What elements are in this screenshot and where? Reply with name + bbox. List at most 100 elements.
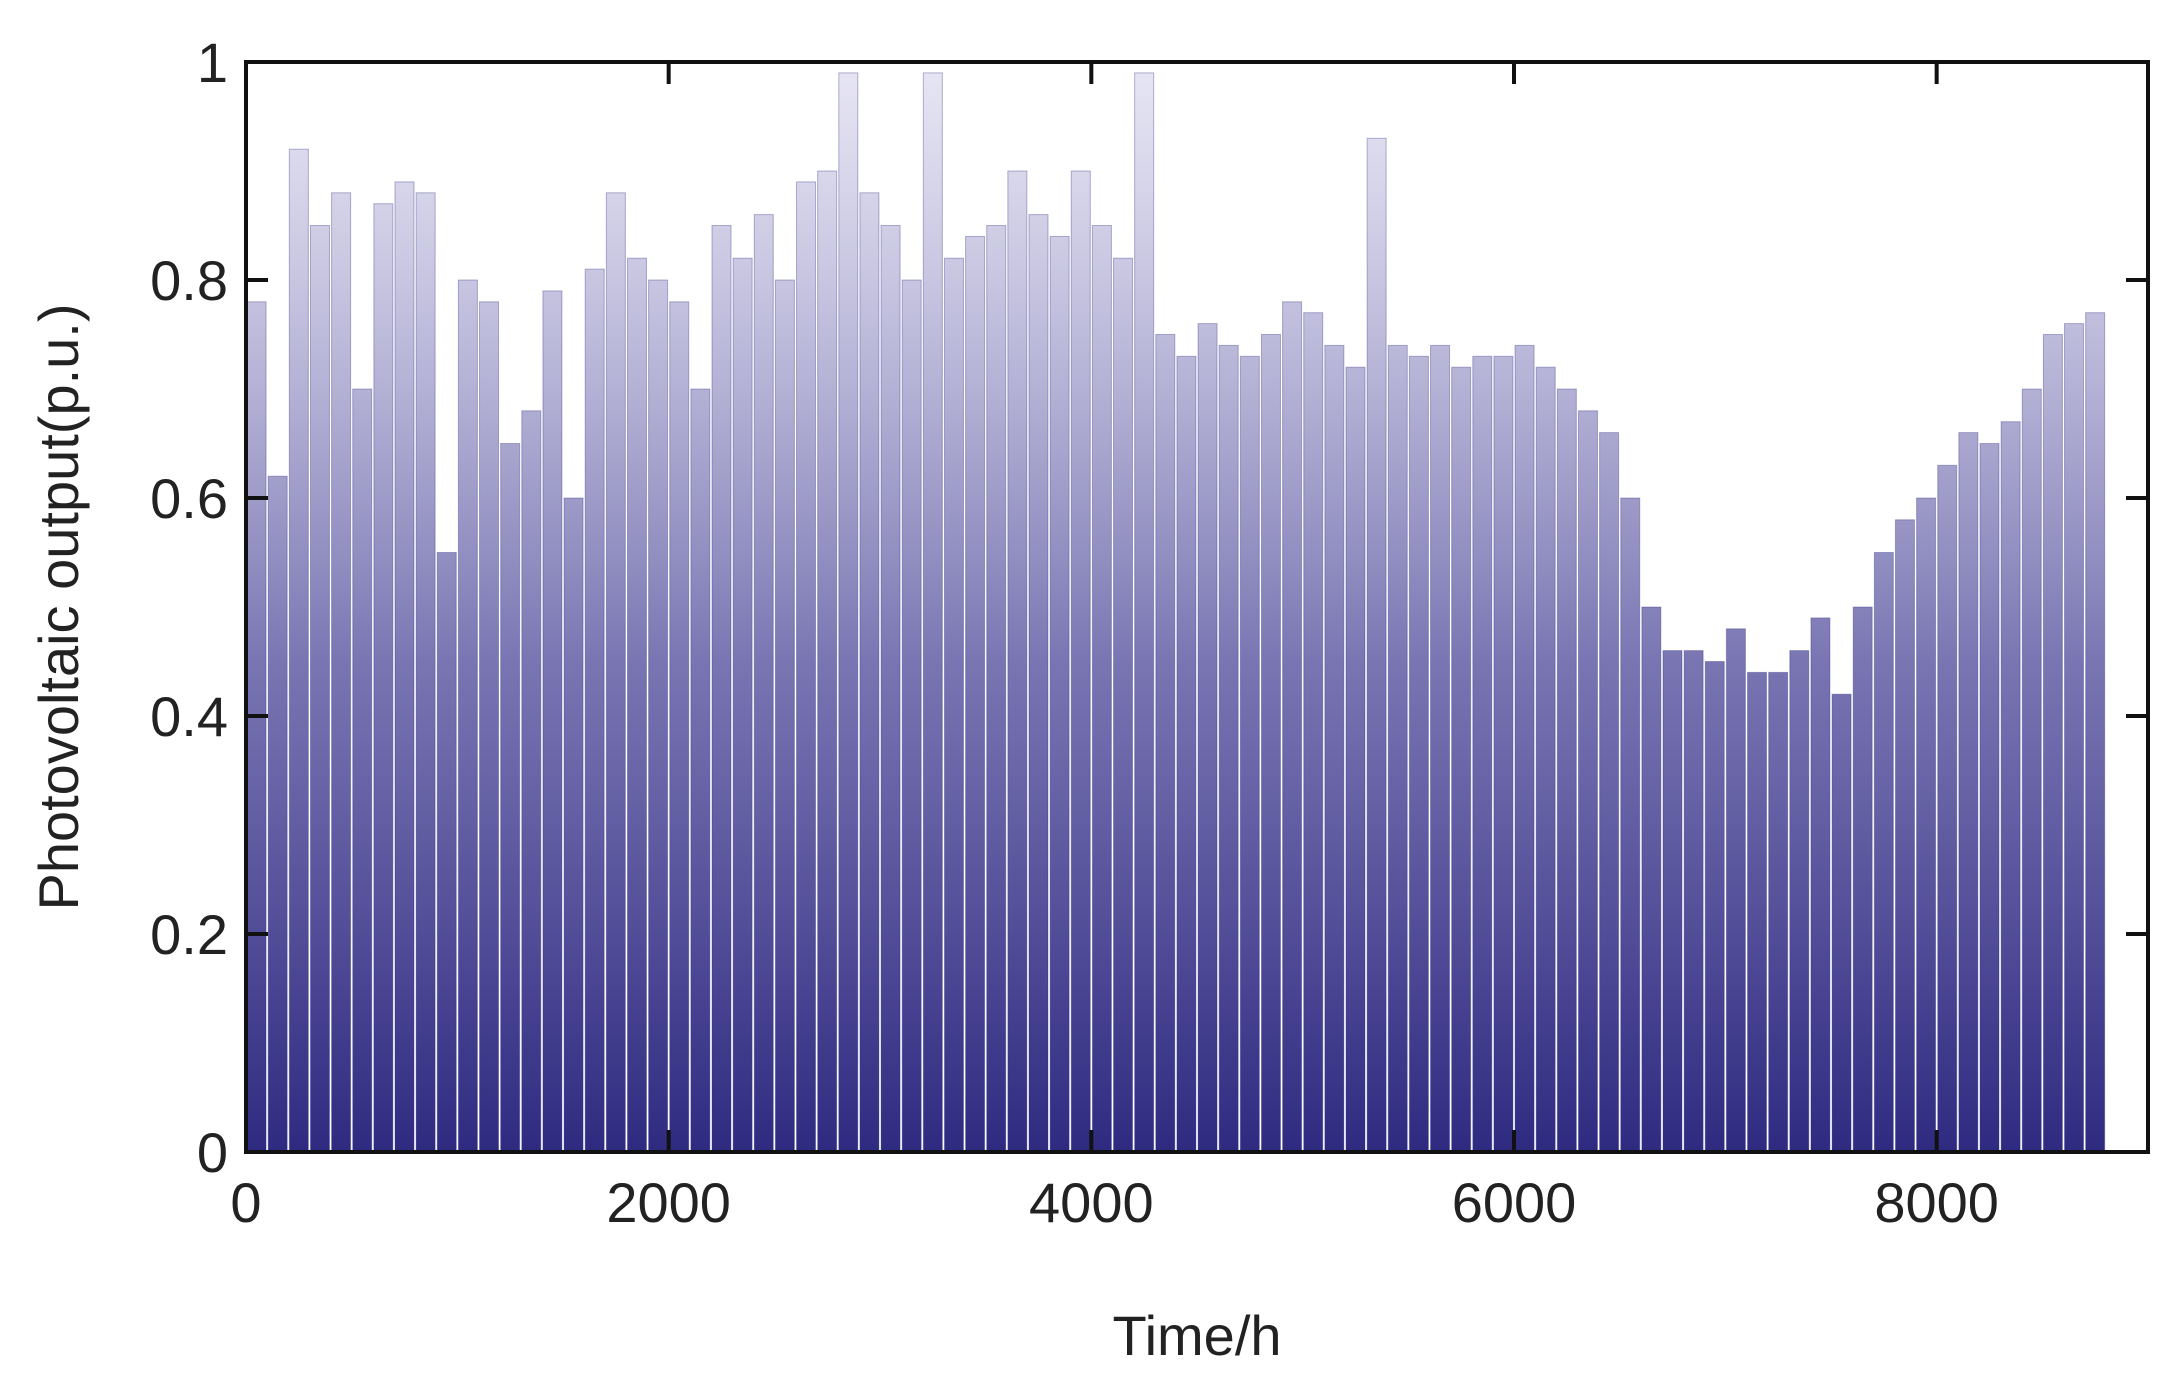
bar [1577, 410, 1598, 1153]
bar [943, 257, 964, 1153]
bar [267, 475, 288, 1153]
y-tick-label: 0.4 [150, 685, 228, 748]
bar [1556, 388, 1577, 1153]
bar [331, 192, 352, 1153]
bar [1239, 355, 1260, 1153]
bar [1789, 650, 1810, 1153]
bar [1091, 225, 1112, 1153]
bar [2000, 421, 2021, 1153]
bar [669, 301, 690, 1153]
bar [2064, 323, 2085, 1153]
bar [1599, 432, 1620, 1153]
bar [1218, 344, 1239, 1153]
bar [584, 268, 605, 1153]
bar [1282, 301, 1303, 1153]
bar [922, 72, 943, 1153]
bar [1303, 312, 1324, 1153]
bar [415, 192, 436, 1153]
bar [1155, 334, 1176, 1153]
x-tick-label: 4000 [1029, 1171, 1154, 1234]
bar [500, 443, 521, 1153]
bar [394, 181, 415, 1153]
bar [1070, 170, 1091, 1153]
bar [796, 181, 817, 1153]
bar [605, 192, 626, 1153]
y-tick-label: 0.8 [150, 249, 228, 312]
bar [1366, 137, 1387, 1153]
bar [1620, 497, 1641, 1153]
bar [1683, 650, 1704, 1153]
bar [986, 225, 1007, 1153]
bar [1704, 661, 1725, 1153]
bar [1641, 606, 1662, 1153]
bar [1324, 344, 1345, 1153]
y-tick-label: 1 [197, 31, 228, 94]
bar [1852, 606, 1873, 1153]
bar [1430, 344, 1451, 1153]
bar [1197, 323, 1218, 1153]
x-tick-label: 0 [230, 1171, 261, 1234]
bar [479, 301, 500, 1153]
bar [246, 301, 267, 1153]
bar [1408, 355, 1429, 1153]
bar [2085, 312, 2106, 1153]
x-tick-label: 6000 [1452, 1171, 1577, 1234]
bar [542, 290, 563, 1153]
bar [1387, 344, 1408, 1153]
x-tick-label: 2000 [606, 1171, 731, 1234]
bar [1176, 355, 1197, 1153]
bar [965, 235, 986, 1153]
bar [859, 192, 880, 1153]
bar [436, 552, 457, 1153]
bar [817, 170, 838, 1153]
bar [288, 148, 309, 1153]
y-axis-label: Photovoltaic output(p.u.) [27, 303, 90, 910]
bar [373, 203, 394, 1153]
bar [1049, 235, 1070, 1153]
bar [1134, 72, 1155, 1153]
bar [1493, 355, 1514, 1153]
bar [1451, 366, 1472, 1153]
bar [1260, 334, 1281, 1153]
bar [626, 257, 647, 1153]
bar [563, 497, 584, 1153]
bar [1958, 432, 1979, 1153]
bar [2042, 334, 2063, 1153]
bar [1873, 552, 1894, 1153]
bar [309, 225, 330, 1153]
bar [457, 279, 478, 1153]
bar [1831, 693, 1852, 1153]
y-tick-label: 0.6 [150, 467, 228, 530]
bar [1937, 464, 1958, 1153]
y-tick-label: 0 [197, 1121, 228, 1184]
bar [1535, 366, 1556, 1153]
bar [880, 225, 901, 1153]
x-axis-label: Time/h [1112, 1304, 1281, 1367]
bar [901, 279, 922, 1153]
bar [1916, 497, 1937, 1153]
bar [1768, 671, 1789, 1153]
bar [1894, 519, 1915, 1153]
bar [1662, 650, 1683, 1153]
bar [753, 214, 774, 1153]
bar [1345, 366, 1366, 1153]
bar [1810, 617, 1831, 1153]
bar [774, 279, 795, 1153]
bar [1725, 628, 1746, 1153]
bar [1007, 170, 1028, 1153]
bar [2021, 388, 2042, 1153]
bar [690, 388, 711, 1153]
bar [1979, 443, 2000, 1153]
plot-frame [244, 60, 2150, 1154]
bar [838, 72, 859, 1153]
y-tick-label: 0.2 [150, 903, 228, 966]
bar [1028, 214, 1049, 1153]
x-tick-label: 8000 [1874, 1171, 1999, 1234]
bar [521, 410, 542, 1153]
bar [1514, 344, 1535, 1153]
bar [711, 225, 732, 1153]
bar [732, 257, 753, 1153]
bar [352, 388, 373, 1153]
bar [1747, 671, 1768, 1153]
